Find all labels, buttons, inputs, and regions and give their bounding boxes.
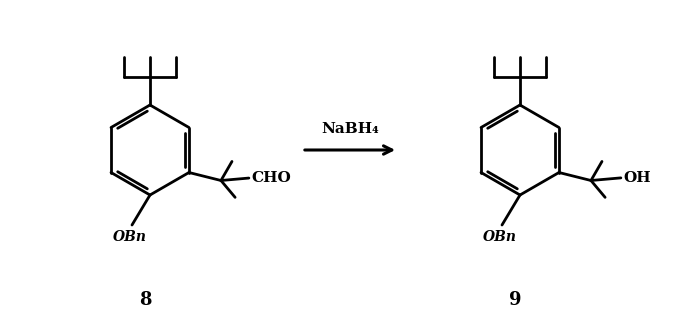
Text: 8: 8 bbox=[138, 291, 151, 309]
Text: OBn: OBn bbox=[483, 230, 517, 244]
Text: OBn: OBn bbox=[113, 230, 147, 244]
Text: NaBH₄: NaBH₄ bbox=[321, 122, 379, 136]
Text: 9: 9 bbox=[509, 291, 521, 309]
Text: OH: OH bbox=[624, 171, 651, 185]
Text: CHO: CHO bbox=[252, 171, 291, 185]
